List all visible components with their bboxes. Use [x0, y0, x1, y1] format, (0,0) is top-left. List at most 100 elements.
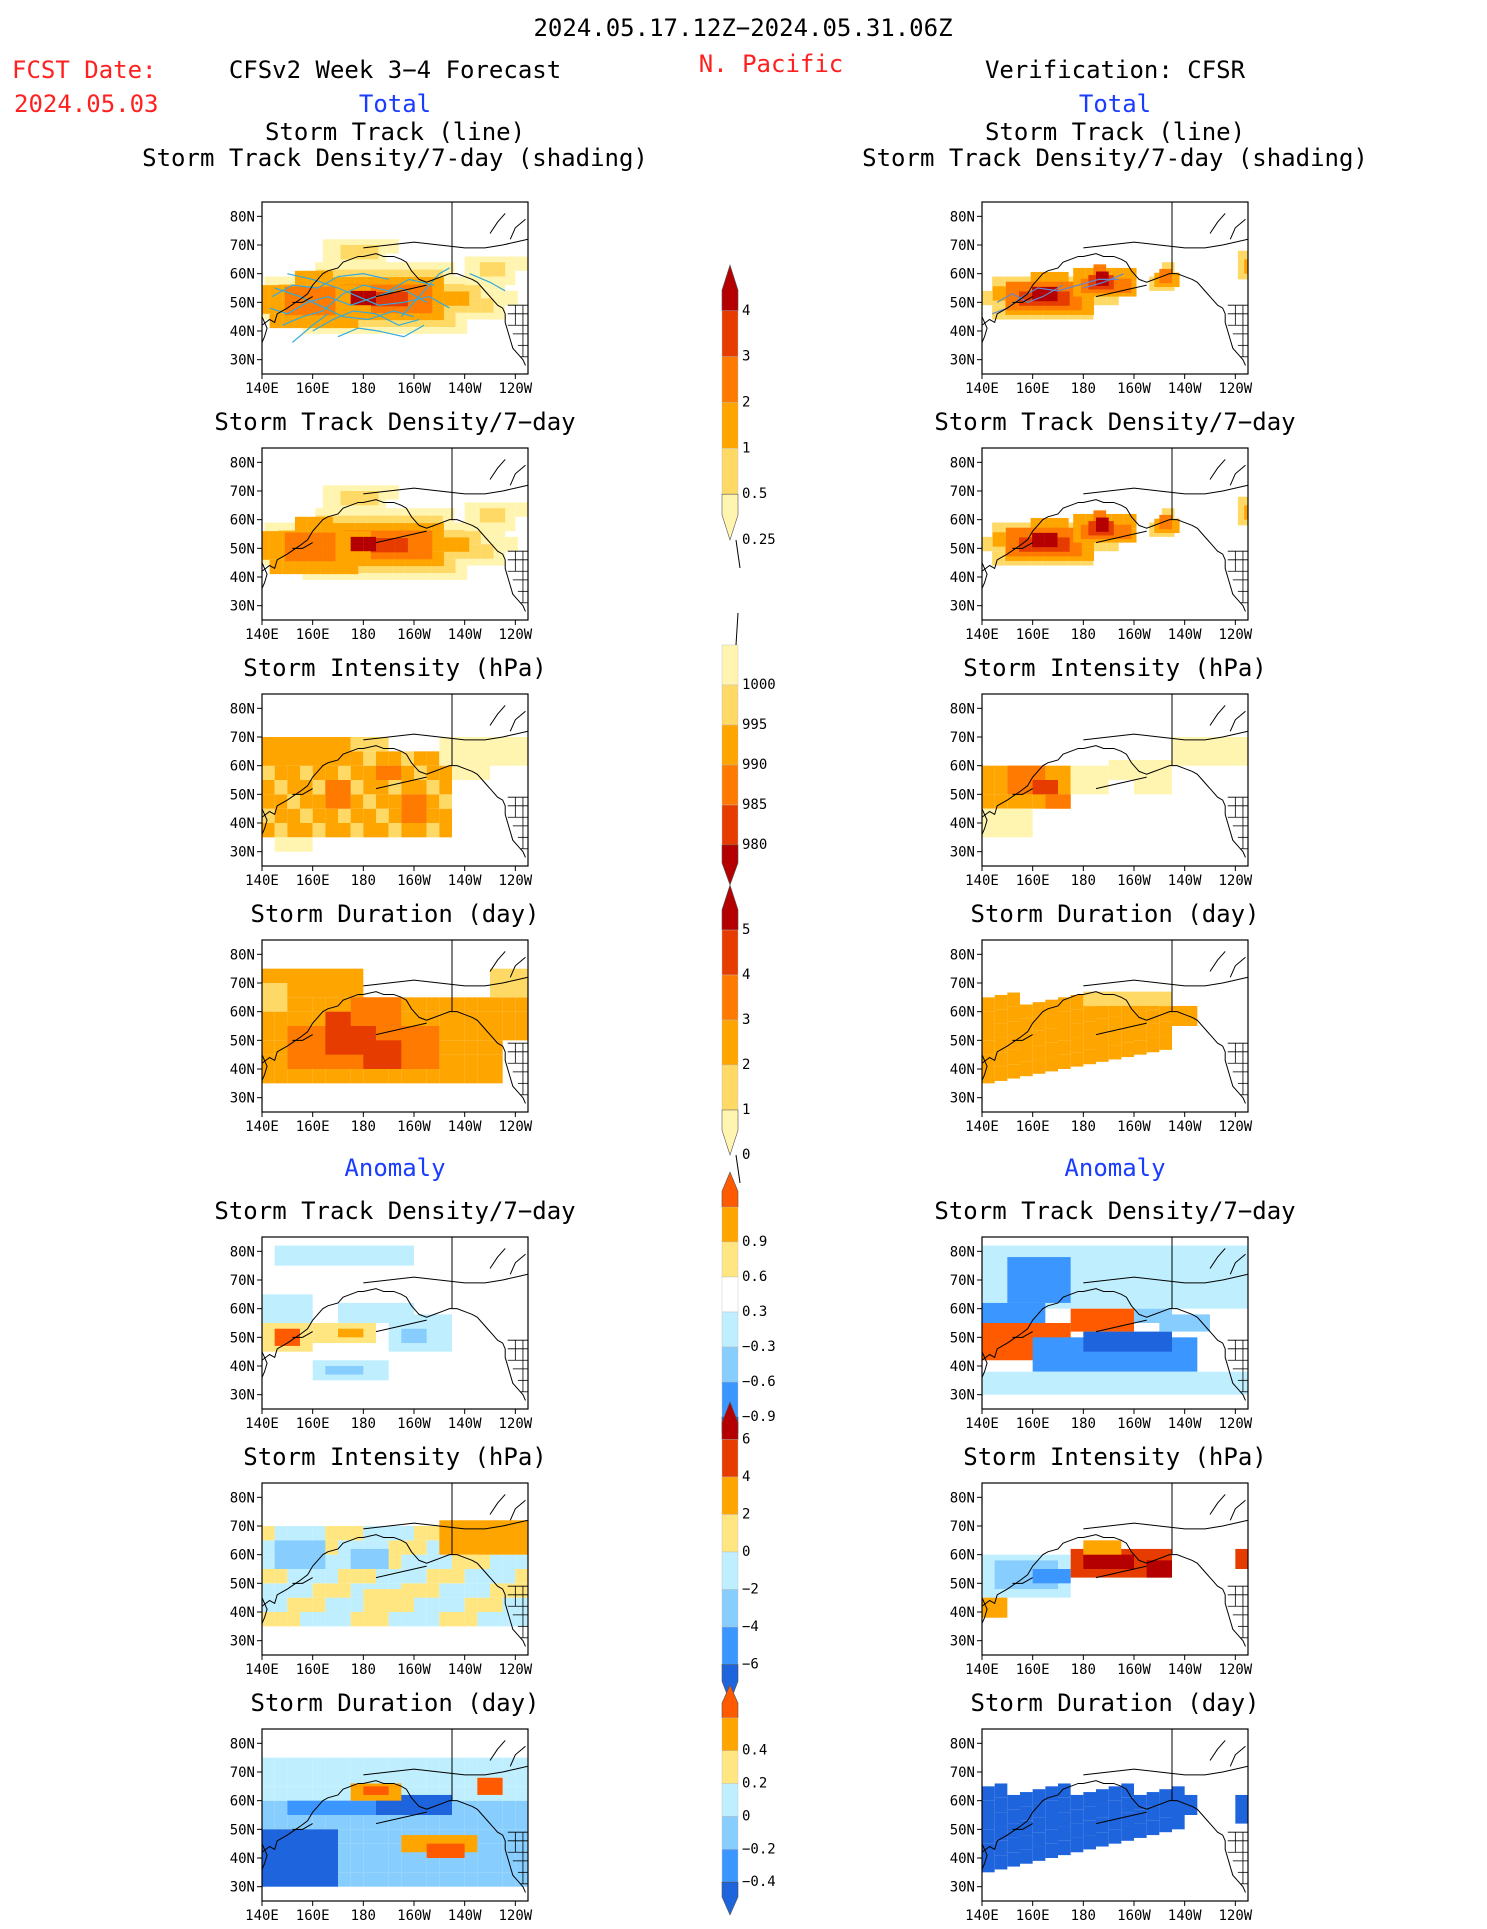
shading-cell [1007, 1064, 1020, 1079]
map-panel-fc-anom-intensity: Storm Intensity (hPa) 80N 70N 60N 50N 40N 30N 1… [230, 1443, 547, 1678]
shading-cell [338, 1597, 351, 1612]
colorbar-segment [721, 1589, 739, 1628]
lon-tick-label: 140W [448, 873, 482, 889]
lon-tick-label: 160E [296, 1416, 330, 1432]
shading-cell [388, 1772, 402, 1787]
shading-cell [325, 1612, 338, 1627]
shading-cell [287, 1569, 300, 1584]
shading-cell [994, 1066, 1008, 1081]
lat-tick-label: 60N [230, 1005, 255, 1021]
colorbar-tick-label: 5 [742, 922, 750, 938]
shading-cell [325, 823, 338, 838]
lat-tick-label: 40N [230, 1062, 255, 1078]
shading-cell [490, 1872, 503, 1887]
shading-cell [1032, 1789, 1046, 1804]
lat-tick-label: 50N [950, 787, 975, 803]
lat-tick-label: 80N [230, 1490, 255, 1506]
shading-cell [1083, 1331, 1172, 1352]
colorbar-tick-label: 0.4 [742, 1743, 767, 1759]
shading-cell [1020, 1849, 1033, 1864]
map-area [982, 940, 1248, 1104]
colorbar-segment [721, 1750, 739, 1784]
shading-cell [426, 765, 440, 780]
shading-cell [502, 1786, 516, 1801]
coastlines [262, 1729, 528, 1893]
shading-cell [1058, 997, 1071, 1012]
map-area [982, 1729, 1248, 1893]
colorbar-segment [721, 1717, 739, 1751]
shading-cell [1235, 1794, 1248, 1824]
lon-tick-label: 160W [397, 1416, 431, 1432]
shading-cell [300, 1786, 313, 1801]
shading-cell [439, 1815, 452, 1830]
lon-tick-label: 180 [351, 873, 376, 889]
shading-cell [994, 765, 1008, 780]
coastline [1229, 464, 1246, 486]
shading-cell [262, 983, 288, 1012]
shading-cell [388, 1569, 402, 1584]
shading-cell [274, 765, 288, 780]
colorbar-tick-label: 0.5 [742, 486, 767, 502]
shading-cell [490, 1554, 503, 1569]
shading-cell [1045, 1014, 1058, 1029]
shading-cell [452, 1026, 465, 1041]
shading-cell [468, 544, 481, 559]
shading-cell [994, 1023, 1008, 1038]
shading-cell [401, 1328, 427, 1344]
shading-cell [363, 1040, 402, 1069]
shading-cell [502, 516, 516, 532]
lat-tick-label: 60N [230, 1548, 255, 1564]
shading-cell [388, 1540, 402, 1555]
coastline [509, 956, 526, 978]
lon-tick-label: 160W [1117, 1908, 1151, 1924]
shading-cell [452, 1800, 465, 1815]
coastline [982, 991, 1246, 1104]
shading-cell [388, 823, 402, 838]
lon-tick-label: 160E [1016, 873, 1050, 889]
lat-tick-label: 50N [950, 1576, 975, 1592]
shading-cell [992, 305, 1005, 320]
shading-cell [1045, 794, 1071, 809]
shading-cell [376, 751, 389, 766]
lat-tick-label: 40N [950, 1851, 975, 1867]
shading-cell [345, 313, 359, 329]
shading-cell [464, 1583, 478, 1598]
shading-cell [300, 1757, 313, 1772]
shading-cell [325, 1569, 338, 1584]
lat-tick-label: 50N [950, 1822, 975, 1838]
lon-tick-label: 120W [1218, 627, 1252, 643]
map-panel-ob-anom-duration: Storm Duration (day) 80N 70N 60N 50N 40N 30N 14… [950, 1689, 1260, 1924]
shading-cell [401, 1569, 414, 1584]
shading-cell [325, 765, 338, 780]
shading-cell [477, 1054, 490, 1069]
shading-cell [322, 532, 336, 547]
lat-tick-label: 40N [950, 1359, 975, 1375]
shading-cell [439, 1772, 452, 1787]
shading-cell [287, 1757, 300, 1772]
coastline [489, 705, 506, 726]
shading-cell [274, 1757, 288, 1772]
shading-cell [262, 1294, 313, 1323]
shading-cell [477, 1069, 490, 1084]
shading-cell [363, 1589, 414, 1612]
shading-cell [505, 536, 518, 552]
shading-cell [464, 1757, 478, 1772]
shading-cell [262, 1829, 338, 1887]
colorbar-segment [721, 1276, 739, 1313]
shading-cell [439, 1872, 452, 1887]
shading-cell [312, 1526, 326, 1541]
shading-cell [464, 1597, 478, 1612]
shading-cell [312, 1569, 326, 1584]
shading-cell [1121, 1797, 1134, 1813]
shading-cell [439, 1597, 452, 1612]
shading-cell [477, 1843, 490, 1858]
coastline [1229, 710, 1246, 732]
shading-cell [312, 1597, 326, 1612]
coastline [1209, 1740, 1226, 1761]
shading-cell [338, 1829, 351, 1844]
lat-tick-label: 80N [230, 1244, 255, 1260]
shading-cell [325, 1583, 338, 1598]
shading-cell [1083, 1006, 1096, 1022]
shading-cell [350, 808, 364, 823]
shading-cell [414, 751, 427, 766]
